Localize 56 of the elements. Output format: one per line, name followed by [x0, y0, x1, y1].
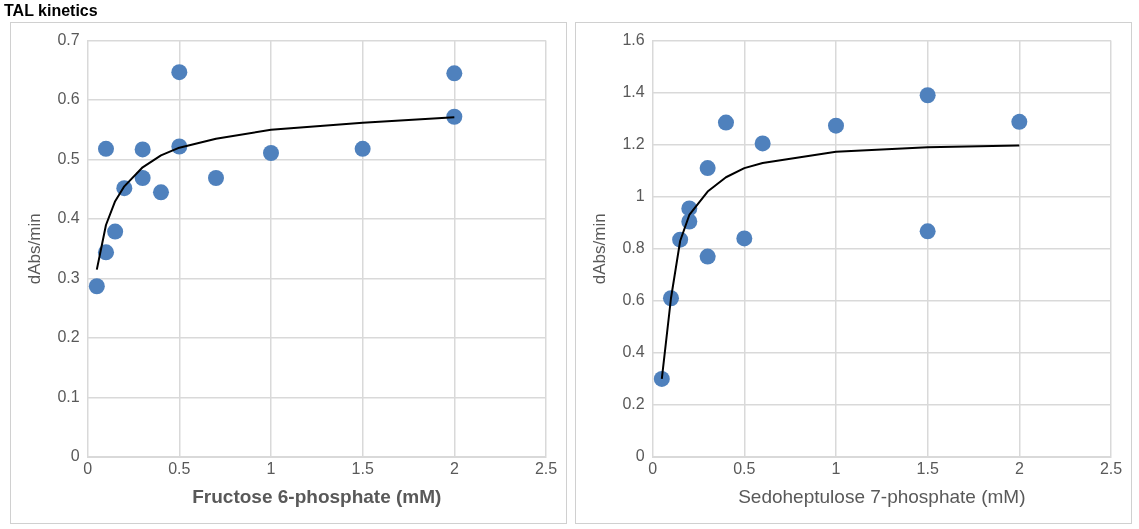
x-tick-label: 0 [648, 460, 658, 478]
point [919, 223, 936, 240]
y-tick-label: 0 [635, 447, 645, 465]
point [699, 160, 716, 177]
x-tick-label: 2 [1014, 460, 1024, 478]
y-tick-label: 0 [70, 447, 80, 465]
x-tick-label: 1 [831, 460, 841, 478]
y-tick-label: 0.3 [57, 268, 80, 286]
y-axis-title: dAbs/min [24, 213, 44, 285]
y-tick-label: 0.2 [622, 395, 645, 413]
x-tick-label: 1 [266, 460, 276, 478]
y-tick-label: 0.4 [622, 343, 645, 361]
x-tick-label: 0.5 [733, 460, 756, 478]
point [152, 184, 169, 201]
x-tick-label: 1.5 [916, 460, 939, 478]
y-tick-label: 0.2 [57, 328, 80, 346]
x-tick-label: 2 [449, 460, 459, 478]
y-tick-label: 1 [635, 187, 645, 205]
y-axis-title: dAbs/min [589, 213, 609, 285]
point [354, 140, 371, 157]
point [446, 65, 463, 82]
y-tick-label: 0.6 [57, 90, 80, 108]
point [262, 145, 279, 162]
x-tick-label: 2.5 [534, 460, 558, 478]
point [736, 230, 753, 247]
y-tick-label: 0.6 [622, 291, 645, 309]
point [919, 87, 936, 104]
point [107, 223, 124, 240]
point [653, 370, 670, 387]
point [134, 141, 151, 158]
point [88, 278, 105, 295]
point [446, 108, 463, 125]
point [1011, 113, 1028, 130]
x-tick-label: 0 [83, 460, 93, 478]
y-tick-label: 1.2 [622, 135, 645, 153]
y-tick-label: 0.7 [57, 31, 80, 49]
point [717, 114, 734, 131]
point [207, 170, 224, 187]
point [134, 170, 151, 187]
point [97, 140, 114, 157]
y-tick-label: 1.6 [622, 31, 645, 49]
y-tick-label: 0.1 [57, 387, 80, 405]
point [827, 117, 844, 134]
x-axis-title: Fructose 6-phosphate (mM) [192, 485, 442, 507]
x-axis-title: Sedoheptulose 7-phosphate (mM) [738, 485, 1026, 507]
point [699, 248, 716, 265]
point [171, 64, 188, 81]
x-tick-label: 1.5 [351, 460, 374, 478]
x-tick-label: 0.5 [168, 460, 191, 478]
point [754, 135, 771, 152]
y-tick-label: 1.4 [622, 83, 645, 101]
y-tick-label: 0.8 [622, 239, 645, 257]
x-tick-label: 2.5 [1099, 460, 1123, 478]
y-tick-label: 0.4 [57, 209, 80, 227]
chart-title: TAL kinetics [3, 1, 99, 21]
y-tick-label: 0.5 [57, 149, 80, 167]
